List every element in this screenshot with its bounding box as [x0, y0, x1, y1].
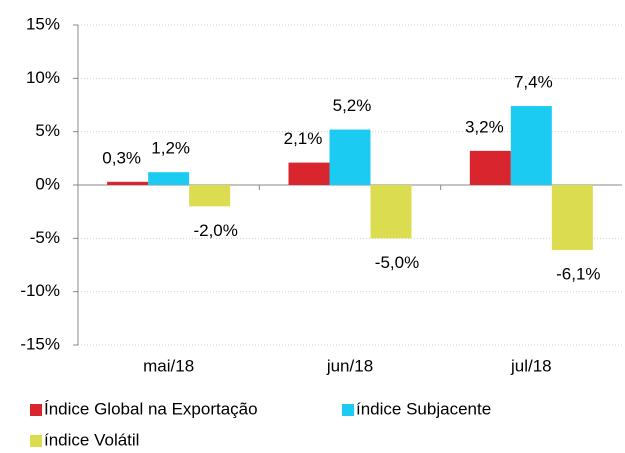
x-tick-label: jul/18: [510, 356, 552, 375]
legend-swatch: [342, 404, 354, 416]
value-label: 1,2%: [151, 139, 190, 158]
y-tick-label: -15%: [20, 334, 60, 353]
bar: [329, 129, 371, 185]
y-tick-label: 10%: [26, 68, 60, 87]
value-label: 0,3%: [102, 148, 141, 167]
bar: [189, 185, 231, 207]
legend-swatch: [30, 435, 42, 447]
value-label: 5,2%: [333, 96, 372, 115]
bar: [510, 106, 552, 185]
legend-label: índice Volátil: [44, 430, 139, 449]
x-tick-label: mai/18: [143, 356, 194, 375]
y-tick-label: -5%: [30, 228, 60, 247]
legend-label: Índice Global na Exportação: [44, 399, 258, 418]
bar: [107, 181, 149, 185]
bar: [288, 162, 330, 185]
value-label: -6,1%: [556, 265, 600, 284]
value-label: 2,1%: [284, 129, 323, 148]
value-label: 7,4%: [514, 73, 553, 92]
bar: [370, 185, 412, 239]
bar: [551, 185, 593, 251]
bar: [469, 150, 511, 185]
value-label: 3,2%: [465, 117, 504, 136]
x-tick-label: jun/18: [326, 356, 373, 375]
value-label: -2,0%: [193, 221, 237, 240]
bar: [148, 172, 190, 185]
legend-label: índice Subjacente: [356, 399, 491, 418]
y-tick-label: 5%: [35, 121, 60, 140]
y-tick-label: 0%: [35, 174, 60, 193]
value-label: -5,0%: [375, 253, 419, 272]
legend-swatch: [30, 404, 42, 416]
y-tick-label: -10%: [20, 281, 60, 300]
y-tick-label: 15%: [26, 14, 60, 33]
